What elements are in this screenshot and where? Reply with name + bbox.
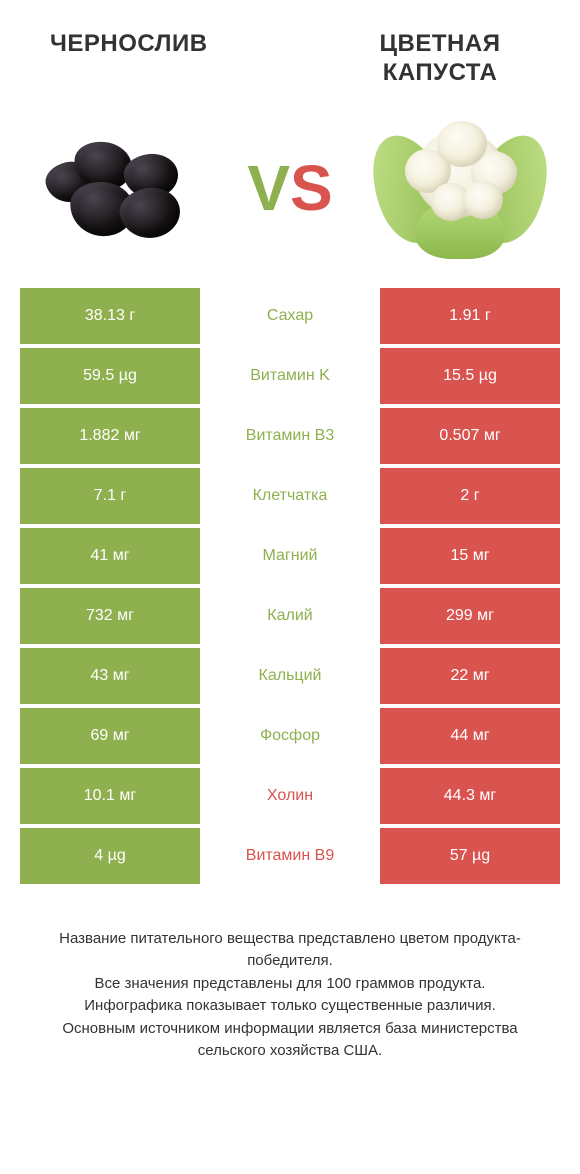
footer-notes: Название питательного вещества представл…: [0, 888, 580, 1063]
vs-s: S: [290, 156, 333, 220]
value-left: 10.1 мг: [20, 768, 200, 824]
table-row: 4 µgВитамин B957 µg: [20, 828, 560, 884]
value-right: 1.91 г: [380, 288, 560, 344]
value-right: 22 мг: [380, 648, 560, 704]
nutrient-label: Фосфор: [200, 708, 380, 764]
value-left: 7.1 г: [20, 468, 200, 524]
vs-label: VS: [247, 156, 332, 220]
footer-line-2: Все значения представлены для 100 граммо…: [30, 973, 550, 996]
table-row: 732 мгКалий299 мг: [20, 588, 560, 644]
value-left: 41 мг: [20, 528, 200, 584]
value-left: 59.5 µg: [20, 348, 200, 404]
cauliflower-image: [370, 113, 550, 263]
nutrient-label: Калий: [200, 588, 380, 644]
value-right: 57 µg: [380, 828, 560, 884]
value-right: 15.5 µg: [380, 348, 560, 404]
value-left: 38.13 г: [20, 288, 200, 344]
table-row: 10.1 мгХолин44.3 мг: [20, 768, 560, 824]
footer-line-3: Инфографика показывает только существенн…: [30, 995, 550, 1018]
nutrient-label: Магний: [200, 528, 380, 584]
title-right-line1: ЦВЕТНАЯ: [380, 30, 501, 57]
table-row: 69 мгФосфор44 мг: [20, 708, 560, 764]
title-right-line2: КАПУСТА: [383, 59, 498, 86]
title-right: ЦВЕТНАЯ КАПУСТА: [340, 30, 540, 88]
table-row: 38.13 гСахар1.91 г: [20, 288, 560, 344]
header: ЧЕРНОСЛИВ ЦВЕТНАЯ КАПУСТА: [0, 0, 580, 98]
value-left: 732 мг: [20, 588, 200, 644]
value-right: 15 мг: [380, 528, 560, 584]
table-row: 1.882 мгВитамин B30.507 мг: [20, 408, 560, 464]
value-right: 44.3 мг: [380, 768, 560, 824]
footer-line-1: Название питательного вещества представл…: [30, 928, 550, 973]
comparison-table: 38.13 гСахар1.91 г59.5 µgВитамин K15.5 µ…: [0, 288, 580, 884]
value-right: 2 г: [380, 468, 560, 524]
value-left: 1.882 мг: [20, 408, 200, 464]
images-row: VS: [0, 98, 580, 288]
value-left: 69 мг: [20, 708, 200, 764]
value-left: 4 µg: [20, 828, 200, 884]
nutrient-label: Клетчатка: [200, 468, 380, 524]
vs-v: V: [247, 156, 290, 220]
prune-image: [30, 113, 210, 263]
title-left: ЧЕРНОСЛИВ: [50, 30, 208, 59]
table-row: 7.1 гКлетчатка2 г: [20, 468, 560, 524]
footer-line-4: Основным источником информации является …: [30, 1018, 550, 1063]
table-row: 41 мгМагний15 мг: [20, 528, 560, 584]
value-right: 299 мг: [380, 588, 560, 644]
nutrient-label: Кальций: [200, 648, 380, 704]
nutrient-label: Витамин B3: [200, 408, 380, 464]
value-left: 43 мг: [20, 648, 200, 704]
nutrient-label: Сахар: [200, 288, 380, 344]
nutrient-label: Витамин K: [200, 348, 380, 404]
value-right: 44 мг: [380, 708, 560, 764]
nutrient-label: Холин: [200, 768, 380, 824]
nutrient-label: Витамин B9: [200, 828, 380, 884]
value-right: 0.507 мг: [380, 408, 560, 464]
table-row: 43 мгКальций22 мг: [20, 648, 560, 704]
table-row: 59.5 µgВитамин K15.5 µg: [20, 348, 560, 404]
